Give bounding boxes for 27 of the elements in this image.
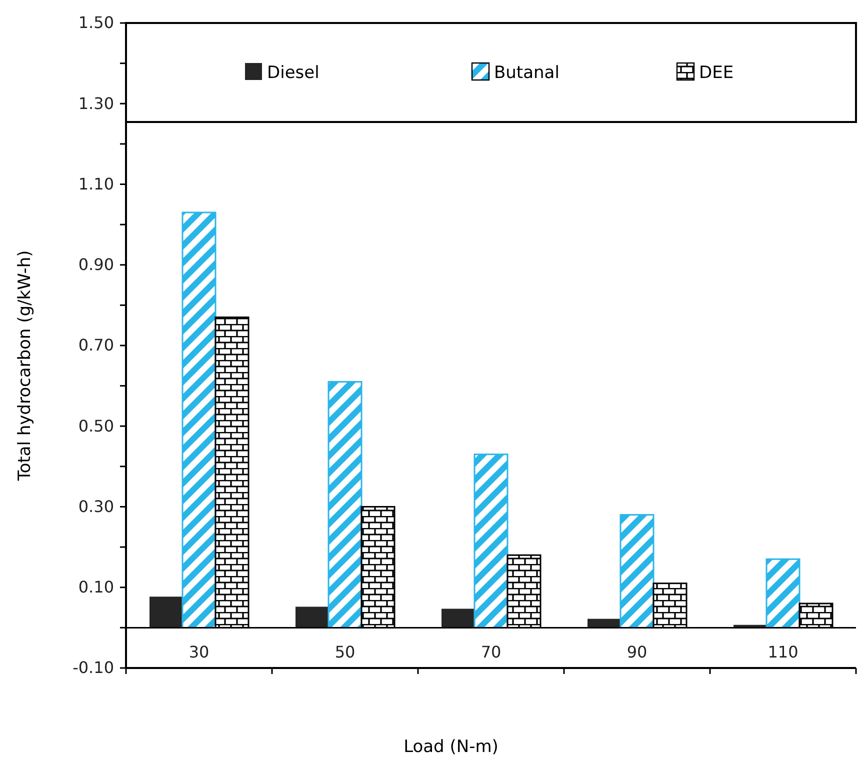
y-tick-label: 1.30 bbox=[78, 94, 114, 113]
legend-label: DEE bbox=[699, 63, 734, 83]
x-tick-label: 50 bbox=[334, 642, 356, 662]
x-axis-title: Load (N-m) bbox=[404, 737, 498, 757]
y-tick-label: 1.50 bbox=[78, 13, 114, 32]
legend-label: Butanal bbox=[494, 63, 560, 83]
legend-label: Diesel bbox=[267, 63, 320, 83]
x-tick-label: 70 bbox=[480, 642, 502, 662]
x-tick-label: 110 bbox=[768, 642, 798, 662]
bar bbox=[150, 596, 182, 628]
bar bbox=[766, 558, 800, 628]
bar bbox=[296, 606, 328, 628]
y-axis-title: Total hydrocarbon (g/kW-h) bbox=[15, 250, 35, 482]
y-tick-label: 1.10 bbox=[78, 174, 114, 194]
y-tick-label: 0.70 bbox=[78, 336, 114, 355]
y-tick-label: 0.30 bbox=[78, 496, 114, 516]
bar bbox=[442, 608, 474, 628]
bar bbox=[474, 454, 508, 628]
bar bbox=[182, 212, 216, 628]
y-tick-label: -0.10 bbox=[72, 658, 114, 678]
y-tick-label: 0.10 bbox=[78, 577, 114, 596]
bar bbox=[620, 514, 654, 628]
y-tick-label: 0.50 bbox=[78, 416, 114, 436]
x-tick-label: 30 bbox=[188, 642, 210, 662]
x-tick-label: 90 bbox=[626, 642, 648, 662]
bar bbox=[328, 381, 362, 628]
y-tick-label: 0.90 bbox=[78, 254, 114, 274]
